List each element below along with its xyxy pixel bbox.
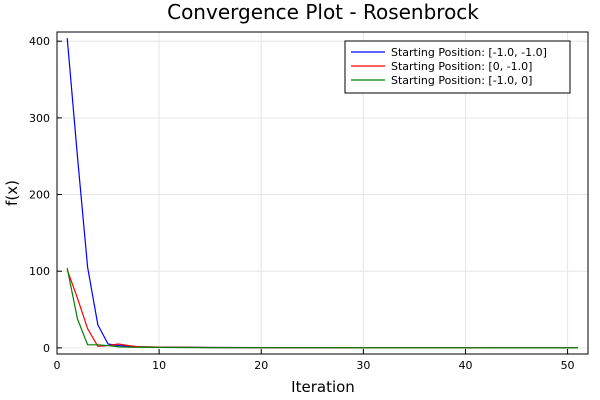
x-tick-label: 30: [356, 359, 370, 372]
x-tick-label: 0: [54, 359, 61, 372]
x-tick-label: 20: [254, 359, 268, 372]
series-group: [66, 38, 578, 349]
legend: Starting Position: [-1.0, -1.0]Starting …: [344, 40, 571, 94]
x-tick-label: 40: [458, 359, 472, 372]
x-tick-label: 10: [152, 359, 166, 372]
y-tick-label: 100: [29, 265, 50, 278]
ticks: 0 10 20 30 40 50 0 100 200 300 400: [29, 35, 575, 372]
legend-label-2: Starting Position: [0, -1.0]: [391, 60, 532, 73]
series-line-3: [66, 268, 578, 349]
legend-entries: Starting Position: [-1.0, -1.0]Starting …: [351, 46, 547, 87]
legend-box: [344, 40, 571, 94]
series-line-2: [66, 269, 578, 349]
x-axis-label: Iteration: [291, 378, 355, 396]
chart-title: Convergence Plot - Rosenbrock: [167, 0, 479, 24]
legend-label-3: Starting Position: [-1.0, 0]: [391, 74, 532, 87]
legend-label-1: Starting Position: [-1.0, -1.0]: [391, 46, 547, 59]
y-tick-label: 400: [29, 35, 50, 48]
y-tick-label: 0: [43, 342, 50, 355]
y-axis-label: f(x): [3, 180, 21, 206]
y-tick-label: 300: [29, 112, 50, 125]
x-tick-label: 50: [561, 359, 575, 372]
y-tick-label: 200: [29, 189, 50, 202]
plot-frame: [56, 31, 589, 355]
